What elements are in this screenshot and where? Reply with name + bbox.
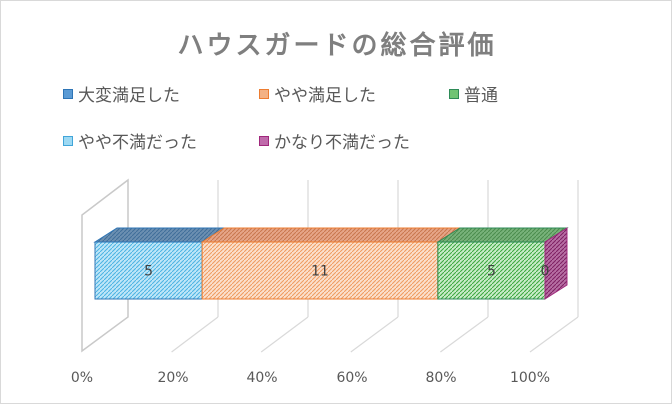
- x-tick-label: 0%: [71, 370, 93, 386]
- x-tick-label: 20%: [157, 370, 188, 386]
- data-label: 5: [144, 264, 153, 280]
- legend-item-neutral: 普通: [449, 81, 498, 106]
- gridline-floor: [440, 316, 489, 353]
- legend-label: やや不満だった: [78, 133, 197, 153]
- legend-swatch: [63, 88, 73, 99]
- legend-swatch: [63, 135, 73, 146]
- chart-title: ハウスガードの総合評価: [177, 31, 497, 61]
- data-label: 5: [487, 264, 496, 280]
- x-tick-label: 40%: [246, 370, 277, 386]
- data-label: 0: [541, 264, 550, 280]
- gridline-floor: [260, 316, 309, 353]
- legend-item-somewhat-dissatisfied: やや不満だった: [63, 128, 197, 153]
- legend-item-very-satisfied: 大変満足した: [63, 81, 180, 106]
- bar-top-やや満足した: [200, 227, 462, 243]
- legend-label: 大変満足した: [78, 86, 180, 106]
- legend-label: やや満足した: [274, 86, 376, 106]
- legend-label: かなり不満だった: [274, 133, 410, 153]
- data-label: 11: [311, 264, 329, 280]
- gridline-floor: [529, 316, 579, 353]
- bars: [93, 227, 569, 300]
- back-wall: [81, 178, 129, 353]
- bar-segment-大変満足した: [94, 241, 203, 300]
- gridline-floor: [171, 316, 219, 353]
- bar-segment-やや満足した: [201, 241, 439, 300]
- legend-item-very-dissatisfied: かなり不満だった: [259, 128, 410, 153]
- legend-swatch: [259, 88, 269, 99]
- x-tick-label: 60%: [336, 370, 367, 386]
- x-tick-label: 80%: [425, 370, 456, 386]
- x-axis-ticks: 0% 20% 40% 60% 80% 100%: [71, 370, 550, 386]
- legend-label: 普通: [464, 86, 498, 106]
- gridline-floor: [350, 316, 399, 353]
- legend-item-somewhat-satisfied: やや満足した: [259, 81, 376, 106]
- legend-swatch: [449, 88, 459, 99]
- x-tick-label: 100%: [510, 370, 550, 386]
- bar-segment-普通: [437, 241, 546, 300]
- data-labels: 5 11 5 0: [144, 264, 549, 280]
- legend-swatch: [259, 135, 269, 146]
- bar-end-cap: [544, 227, 568, 300]
